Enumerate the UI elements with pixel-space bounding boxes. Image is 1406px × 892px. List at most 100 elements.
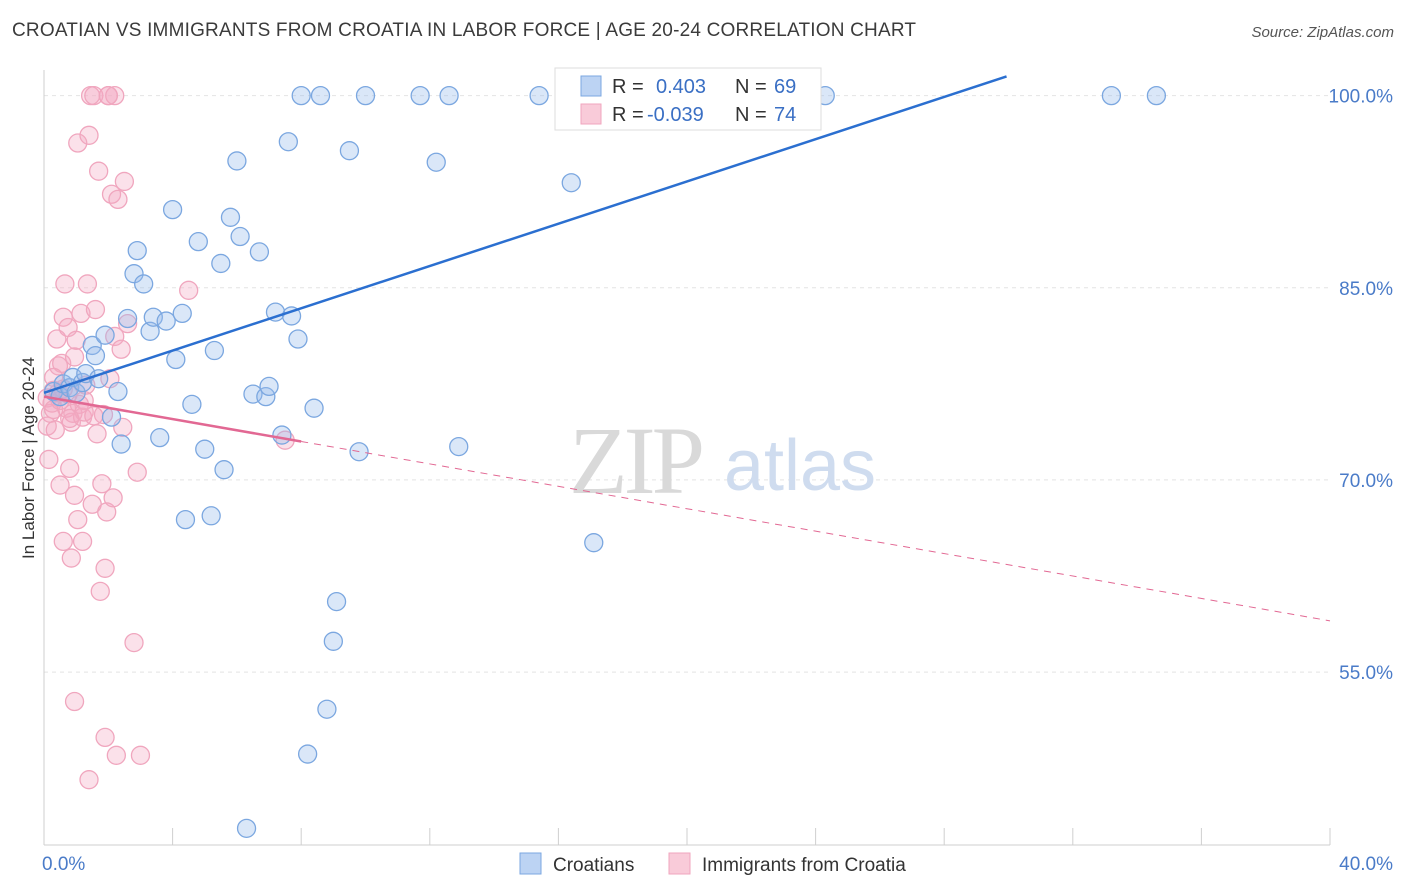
croatians-point-51: [317, 699, 337, 719]
watermark: ZIP atlas: [569, 407, 876, 514]
croatians-point-31: [204, 340, 225, 361]
immigrants-trend-line-extension: [301, 440, 1331, 622]
bottom-legend-label-immigrants: Immigrants from Croatia: [702, 855, 906, 876]
croatians-point-30: [201, 506, 221, 526]
croatians-point-48: [297, 744, 318, 764]
immigrants-point-41: [89, 161, 109, 181]
immigrants-point-61: [127, 462, 147, 482]
immigrants-point-59: [117, 313, 138, 334]
bottom-legend-label-croatians: Croatians: [553, 855, 634, 876]
immigrants-point-40: [87, 424, 107, 444]
legend-swatch-croatians: [580, 75, 602, 97]
immigrants-point-35: [79, 770, 99, 790]
croatians-point-46: [288, 329, 308, 349]
immigrants-point-58: [114, 171, 135, 192]
immigrants-point-62: [130, 745, 151, 765]
croatians-point-16: [124, 264, 144, 284]
y-tick-label-2: 70.0%: [1339, 471, 1393, 492]
trend-lines: [43, 75, 1331, 622]
bottom-legend-swatch-croatians: [519, 852, 542, 875]
immigrants-point-39: [85, 299, 106, 320]
immigrants-point-22: [64, 485, 85, 505]
croatians-point-9: [85, 346, 106, 366]
croatians-point-57: [410, 85, 430, 106]
croatians-point-68: [1146, 85, 1167, 106]
legend-n-label-croatians: N =: [735, 76, 767, 98]
legend-r-value-immigrants: -0.039: [647, 104, 704, 126]
legend-n-value-croatians: 69: [774, 76, 796, 98]
croatians-point-54: [339, 141, 360, 161]
bottom-legend-swatch-immigrants: [668, 852, 691, 875]
watermark-atlas: atlas: [724, 426, 876, 506]
immigrants-point-9: [48, 356, 69, 376]
croatians-point-42: [265, 302, 286, 322]
y-tick-label-3: 55.0%: [1339, 663, 1393, 684]
croatians-point-36: [230, 226, 250, 247]
immigrants-point-63: [179, 280, 199, 300]
immigrants-point-55: [108, 189, 128, 210]
axes: [43, 70, 1331, 846]
immigrants-point-53: [105, 85, 125, 106]
immigrants-point-15: [55, 274, 75, 294]
croatians-point-21: [150, 427, 170, 448]
y-axis-label: In Labor Force | Age 20-24: [19, 357, 38, 559]
y-tick-label-1: 85.0%: [1339, 279, 1393, 300]
immigrants-point-56: [111, 339, 131, 359]
immigrants-point-54: [106, 745, 126, 765]
croatians-point-50: [310, 85, 331, 106]
immigrants-point-60: [124, 632, 144, 653]
croatians-point-29: [195, 439, 215, 459]
legend-box: R = 0.403 N = 69 R = -0.039 N = 74: [554, 67, 822, 131]
chart-source: Source: ZipAtlas.com: [1251, 24, 1394, 41]
croatians-point-61: [529, 85, 549, 106]
croatians-point-59: [439, 85, 459, 106]
immigrants-point-51: [103, 488, 123, 508]
croatians-point-37: [236, 818, 257, 838]
immigrants-point-47: [97, 502, 117, 522]
immigrants-point-2: [39, 449, 59, 470]
immigrants-point-11: [50, 475, 70, 495]
immigrants-point-7: [45, 420, 65, 440]
croatians-point-34: [220, 207, 241, 227]
bottom-legend: Croatians Immigrants from Croatia: [519, 852, 906, 876]
immigrants-point-43: [92, 474, 112, 494]
croatians-point-52: [323, 631, 344, 651]
croatians-point-25: [172, 303, 192, 324]
croatians-point-43: [272, 425, 292, 445]
croatians-point-63: [584, 533, 604, 553]
croatians-point-24: [166, 349, 186, 370]
immigrants-point-33: [77, 274, 98, 294]
croatians-point-35: [227, 151, 247, 171]
croatians-point-22: [156, 311, 176, 331]
tick-labels: 100.0% 85.0% 70.0% 55.0% 0.0% 40.0%: [42, 87, 1393, 875]
croatians-point-23: [162, 199, 183, 220]
immigrants-point-46: [95, 727, 115, 748]
croatians-point-17: [127, 240, 147, 261]
immigrants-point-71: [84, 406, 104, 426]
croatians-point-67: [1101, 85, 1122, 106]
immigrants-point-67: [64, 347, 85, 367]
immigrants-point-38: [84, 85, 104, 106]
immigrants-point-26: [68, 133, 88, 153]
immigrants-point-24: [66, 330, 86, 350]
croatians-point-26: [175, 509, 196, 530]
legend-n-value-immigrants: 74: [774, 104, 796, 126]
immigrants-point-23: [64, 691, 85, 712]
immigrants-point-34: [79, 125, 99, 145]
immigrants-point-20: [61, 548, 81, 568]
immigrants-point-14: [53, 531, 73, 552]
immigrants-point-18: [60, 458, 80, 479]
croatians-point-62: [561, 173, 581, 193]
immigrants-point-68: [60, 408, 80, 429]
croatians-point-27: [182, 394, 202, 414]
croatians-point-11: [95, 325, 115, 345]
croatians-point-19: [140, 321, 160, 341]
croatians-point-39: [249, 242, 270, 262]
croatians-point-13: [108, 381, 128, 402]
immigrants-point-73: [98, 85, 118, 106]
watermark-zip: ZIP: [569, 407, 702, 514]
croatians-point-56: [355, 85, 376, 106]
croatians-point-18: [134, 274, 154, 294]
series-immigrants-points: [37, 85, 295, 790]
